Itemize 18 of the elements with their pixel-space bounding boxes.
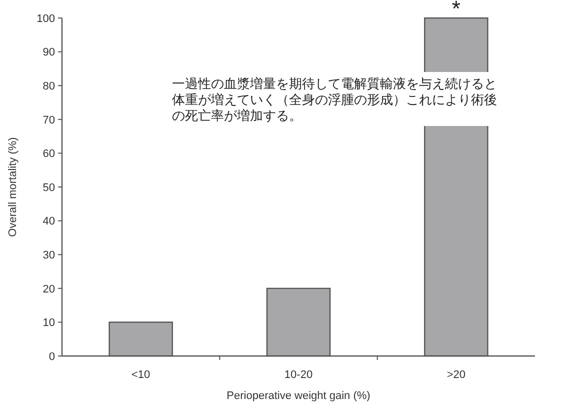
- y-tick-label: 100: [36, 12, 55, 25]
- y-tick-label: 40: [42, 216, 55, 228]
- annotation: *: [452, 0, 461, 21]
- x-tick-label: <10: [131, 369, 150, 381]
- x-tick-label: >20: [446, 369, 466, 381]
- annotation: 一過性の血漿増量を期待して電解質輸液を与え続けると体重が増えていく（全身の浮腫の形成）これにより術後の死亡率が増加する。: [172, 76, 497, 124]
- y-tick-label: 70: [42, 114, 55, 126]
- y-tick-label: 50: [42, 182, 55, 194]
- y-tick-label: 0: [48, 350, 55, 363]
- x-axis-title: Perioperative weight gain (%): [226, 390, 370, 402]
- y-tick-label: 90: [42, 46, 55, 59]
- y-tick-label: 80: [42, 80, 55, 92]
- y-tick-label: 10: [42, 317, 55, 330]
- y-tick-label: 30: [42, 249, 55, 262]
- y-tick-label: 20: [42, 283, 55, 296]
- x-tick-label: 10-20: [284, 369, 313, 381]
- y-tick-label: 60: [42, 148, 55, 160]
- y-axis-title: Overall mortality (%): [7, 137, 19, 237]
